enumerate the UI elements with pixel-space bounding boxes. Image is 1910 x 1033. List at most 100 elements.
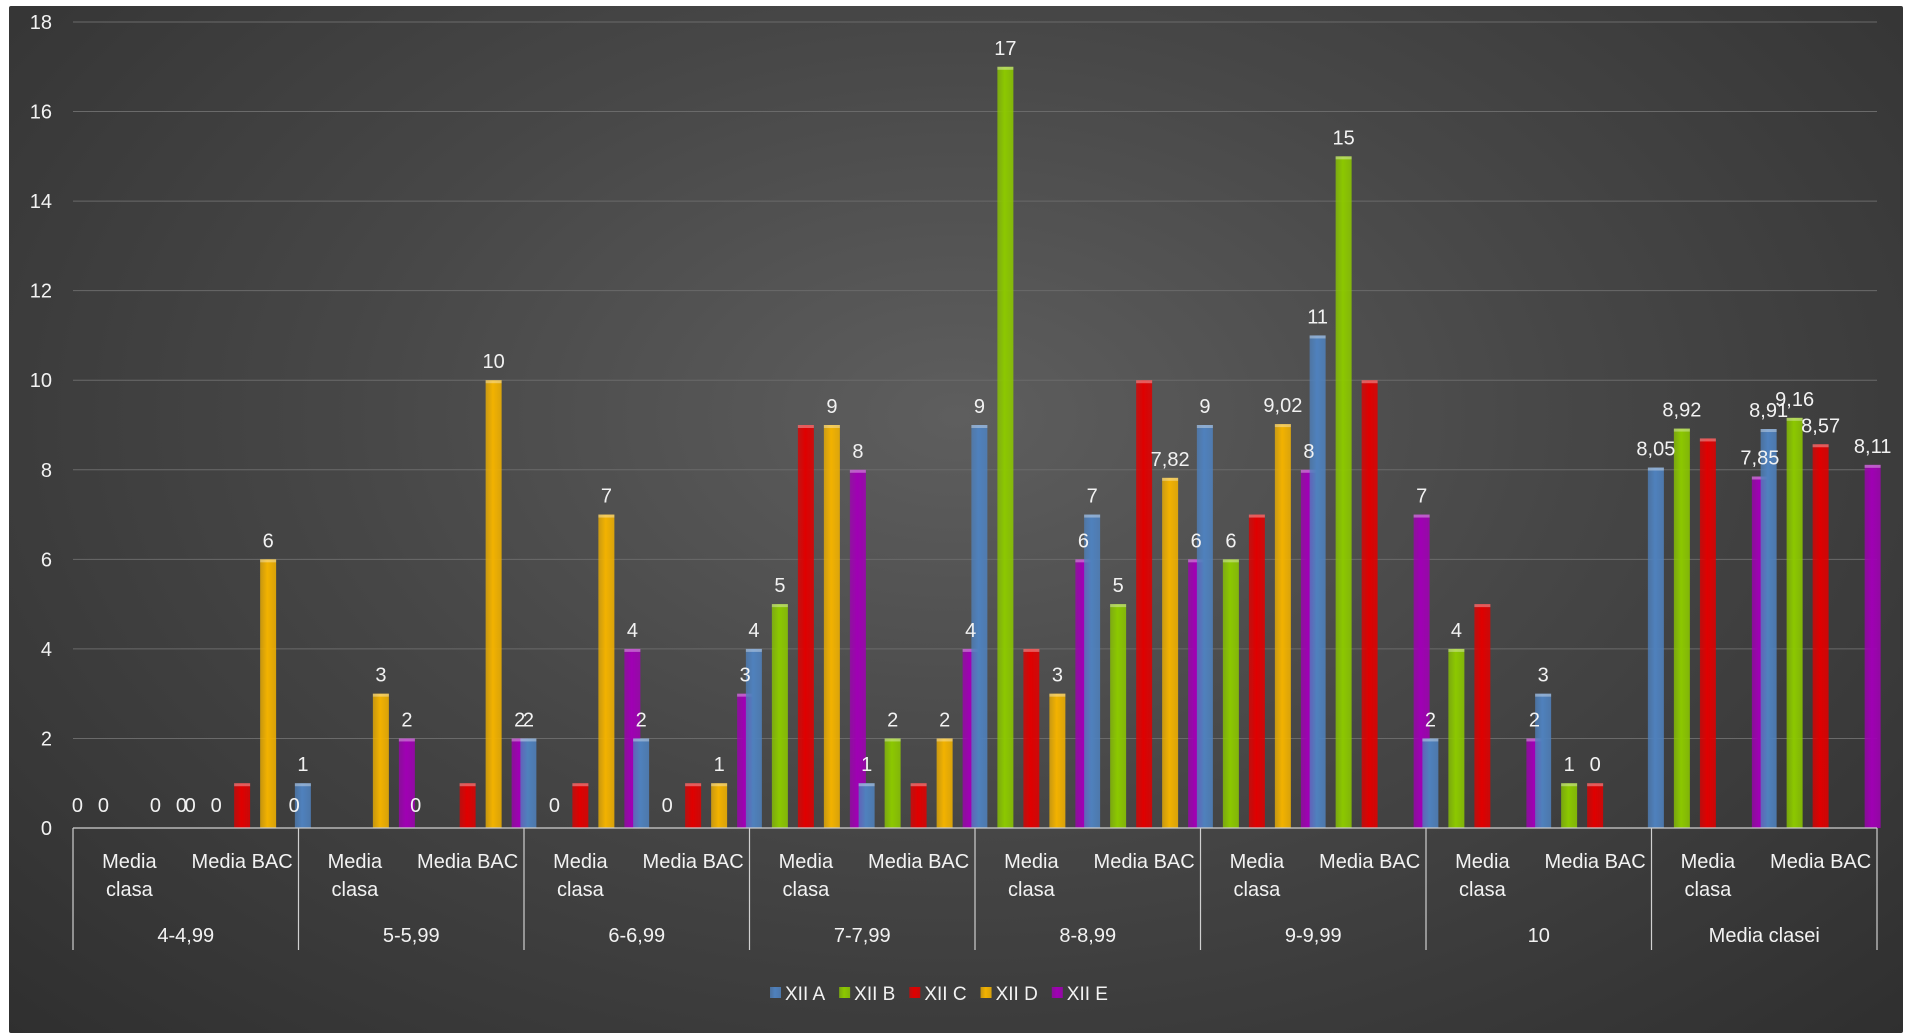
bar-highlight	[1075, 559, 1092, 563]
x-group-label: 5-5,99	[383, 925, 440, 947]
bar-highlight	[858, 783, 875, 787]
data-label: 4	[965, 620, 976, 642]
bar	[1222, 559, 1239, 828]
data-label: 0	[410, 795, 421, 817]
data-label: 0	[1590, 754, 1601, 776]
bar-highlight	[823, 425, 840, 428]
data-label: 2	[401, 709, 412, 731]
bar	[1760, 429, 1777, 828]
bar-highlight	[1422, 738, 1439, 742]
bar	[1110, 604, 1127, 828]
legend-label: XII D	[996, 984, 1038, 1005]
x-subcategory-label: Media clasa	[553, 851, 608, 901]
y-tick-label: 2	[41, 728, 52, 750]
bar-highlight	[1699, 438, 1716, 442]
data-label: 0	[662, 795, 673, 817]
y-tick-label: 16	[30, 102, 52, 124]
bar	[633, 738, 650, 828]
legend-label: XII E	[1067, 984, 1108, 1005]
bar-highlight	[1274, 424, 1291, 428]
x-subcategory-label: Media clasa	[1230, 851, 1285, 901]
x-group-label: Media clasei	[1709, 925, 1820, 947]
bar	[745, 648, 762, 828]
legend: XII A XII B XII C XII D XII E	[770, 984, 1108, 1005]
bar-highlight	[520, 738, 537, 742]
data-label: 2	[1529, 709, 1540, 731]
bar-highlight	[997, 66, 1014, 70]
data-label: 6	[1078, 530, 1089, 552]
legend-swatch	[980, 987, 992, 998]
bar-highlight	[633, 738, 650, 742]
data-label: 0	[72, 795, 83, 817]
bar-highlight	[1300, 469, 1317, 473]
bar-highlight	[372, 693, 389, 697]
bar-highlight	[1049, 693, 1066, 697]
x-group-label: 10	[1528, 925, 1550, 947]
bar-highlight	[1751, 476, 1768, 480]
bar	[936, 738, 953, 828]
data-label: 5	[1113, 575, 1124, 597]
bars-layer	[234, 66, 1881, 829]
data-label: 6	[263, 530, 274, 552]
data-label: 8	[852, 441, 863, 463]
bar-highlight	[1136, 380, 1153, 384]
bar	[884, 738, 901, 828]
x-subcategory-label: Media BAC	[417, 851, 518, 873]
bar-highlight	[711, 783, 728, 787]
bar	[485, 380, 502, 828]
bar	[1023, 648, 1040, 828]
bar	[1699, 438, 1716, 828]
data-label: 7,85	[1740, 447, 1779, 469]
legend-swatch	[1051, 987, 1063, 998]
bar	[1647, 467, 1664, 828]
bar-highlight	[294, 783, 311, 787]
bar	[1864, 464, 1881, 828]
data-label: 2	[887, 709, 898, 731]
bar	[997, 66, 1014, 829]
bar	[849, 469, 866, 828]
data-label: 5	[774, 575, 785, 597]
bar-highlight	[1448, 648, 1465, 652]
bar-highlight	[1647, 467, 1664, 471]
bar-highlight	[1673, 428, 1690, 432]
data-label: 8,92	[1662, 400, 1701, 422]
x-subcategory-label: Media clasa	[1681, 851, 1736, 901]
bar-highlight	[260, 559, 277, 563]
bar	[1274, 424, 1291, 828]
data-label: 0	[289, 795, 300, 817]
bar	[572, 783, 589, 828]
bar-highlight	[598, 514, 615, 518]
legend-label: XII B	[854, 984, 895, 1005]
x-group-label: 9-9,99	[1285, 925, 1342, 947]
bar	[1309, 335, 1326, 828]
data-label: 6	[1191, 530, 1202, 552]
bar-highlight	[1222, 559, 1239, 563]
bar-highlight	[1188, 559, 1205, 563]
legend-swatch	[909, 987, 921, 998]
data-label: 7,82	[1151, 449, 1190, 471]
data-label: 8,91	[1749, 400, 1788, 422]
bar-highlight	[1561, 783, 1578, 787]
bar	[372, 693, 389, 828]
x-subcategory-label: Media clasa	[102, 851, 157, 901]
bar	[398, 738, 415, 828]
bar	[1587, 783, 1604, 828]
bar	[1084, 514, 1101, 828]
data-label: 8,05	[1636, 439, 1675, 461]
bar-highlight	[1110, 604, 1127, 608]
data-label: 0	[176, 795, 187, 817]
bar-highlight	[572, 783, 589, 787]
data-label: 11	[1307, 306, 1328, 328]
bar-highlight	[849, 469, 866, 473]
x-subcategory-label: Media BAC	[1545, 851, 1646, 873]
data-label: 8,11	[1854, 436, 1891, 458]
bar	[234, 783, 251, 828]
bar-highlight	[797, 425, 814, 428]
data-label: 15	[1333, 127, 1355, 149]
bar-highlight	[1196, 425, 1213, 428]
bar	[1248, 514, 1265, 828]
x-subcategory-label: Media clasa	[1004, 851, 1059, 901]
legend-label: XII A	[785, 984, 825, 1005]
data-label: 3	[740, 665, 751, 687]
